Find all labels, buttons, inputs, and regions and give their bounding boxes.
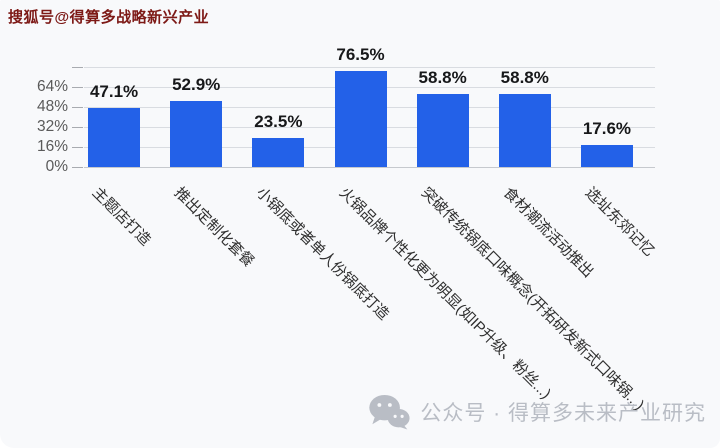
y-axis-tick-mark bbox=[72, 147, 83, 148]
bar bbox=[88, 108, 141, 167]
x-axis-label: 主题店打造 bbox=[88, 184, 154, 250]
y-axis-tick-label: 48% bbox=[36, 98, 68, 115]
y-axis-tick-label: 64% bbox=[36, 78, 68, 95]
bar bbox=[498, 93, 551, 167]
bar-value-label: 47.1% bbox=[89, 82, 139, 102]
bar-value-label: 58.8% bbox=[418, 67, 467, 87]
bar-value-label: 23.5% bbox=[254, 111, 303, 131]
x-axis-label: 小锅底或者单人份锅底打造 bbox=[253, 184, 393, 324]
y-axis-tick-label: 16% bbox=[36, 138, 68, 155]
bar-value-label: 52.9% bbox=[172, 74, 221, 94]
bottom-watermark-text: 公众号 · 得算多未来产业研究 bbox=[420, 402, 706, 425]
y-axis-tick-mark bbox=[72, 107, 83, 108]
y-axis-tick-mark bbox=[72, 87, 83, 88]
sohu-watermark-text: 搜狐号@得算多战略新兴产业 bbox=[8, 9, 210, 26]
x-axis-label: 选址东郊记忆 bbox=[581, 184, 658, 260]
bottom-watermark: 公众号 · 得算多未来产业研究 bbox=[368, 390, 706, 434]
bar-value-label: 17.6% bbox=[582, 119, 632, 138]
gridline bbox=[84, 67, 655, 68]
bar bbox=[334, 71, 387, 167]
wechat-icon bbox=[368, 393, 410, 431]
x-axis-label: 推出定制化套餐 bbox=[171, 184, 258, 271]
y-axis-tick-label: 32% bbox=[36, 118, 68, 135]
y-axis-tick-mark bbox=[72, 127, 83, 128]
bar bbox=[580, 145, 633, 167]
bar bbox=[252, 137, 305, 167]
bar-value-label: 58.8% bbox=[500, 67, 549, 87]
bar bbox=[416, 93, 469, 167]
y-axis-tick-label: 0% bbox=[45, 158, 68, 175]
bar bbox=[170, 100, 223, 167]
y-axis-tick-mark bbox=[72, 167, 83, 168]
y-axis-tick-mark bbox=[72, 67, 83, 68]
bar-value-label: 76.5% bbox=[336, 45, 385, 65]
gridline bbox=[84, 167, 655, 168]
